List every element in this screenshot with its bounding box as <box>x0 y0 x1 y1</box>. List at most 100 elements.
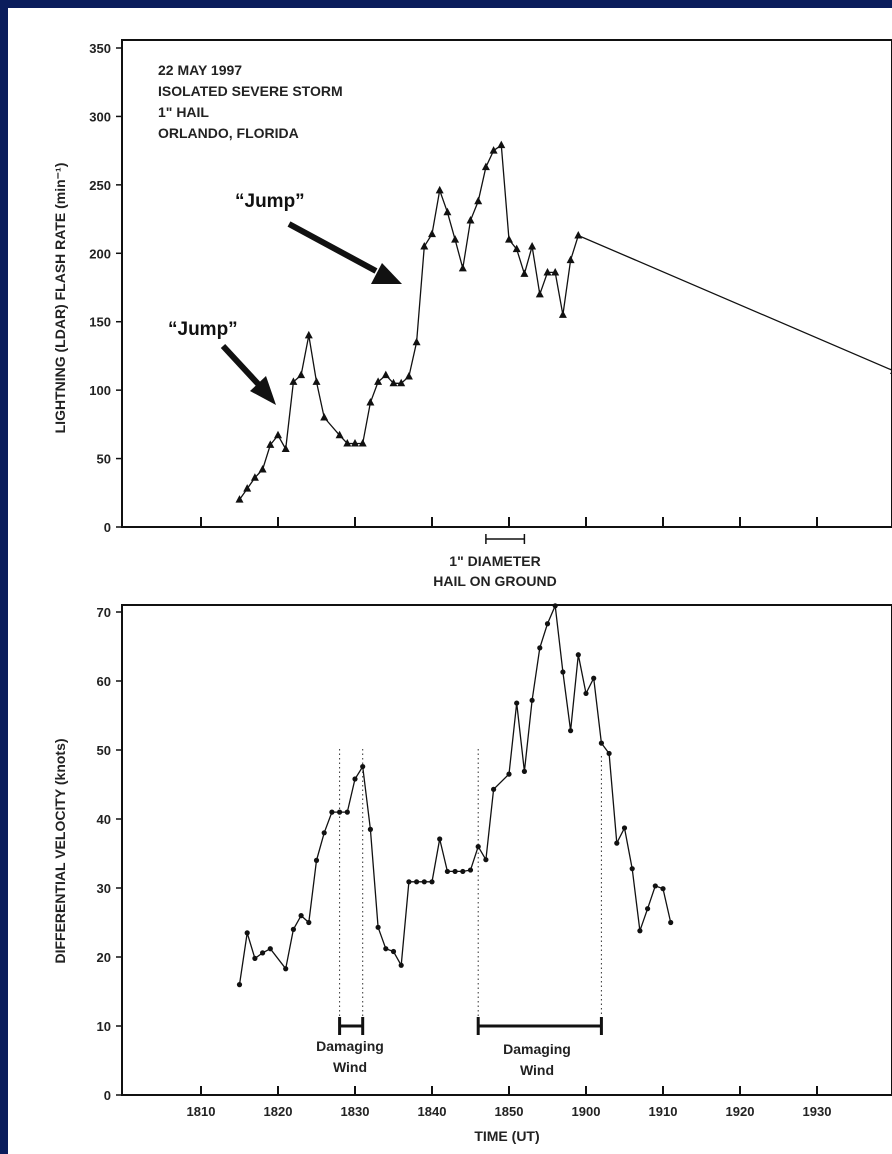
flash-rate-point <box>474 196 483 205</box>
flash-rate-x-ticks <box>200 517 818 527</box>
velocity-point <box>375 924 381 930</box>
velocity-point <box>236 982 243 988</box>
damaging-wind-label: Damaging Wind <box>503 1041 571 1078</box>
damaging-wind-markers <box>338 749 603 1035</box>
velocity-point <box>521 768 528 774</box>
velocity-point <box>529 697 535 703</box>
flash-rate-point <box>389 378 398 387</box>
x-tick-label: 1820 <box>264 1104 293 1119</box>
flash-rate-point <box>558 310 567 318</box>
damaging-wind-text: Wind <box>520 1062 554 1078</box>
flash-rate-point <box>566 255 575 264</box>
y-tick-label: 0 <box>104 520 111 535</box>
flash-rate-point <box>435 185 444 194</box>
velocity-point <box>360 763 366 770</box>
jump-arrow-head <box>371 263 402 284</box>
velocity-point <box>306 919 312 926</box>
velocity-point <box>668 919 674 926</box>
velocity-x-ticks: 1810 1820 1830 1840 1850 1900 1910 1920 1930 <box>187 1086 832 1119</box>
flash-rate-point <box>543 267 552 276</box>
jump-arrow <box>220 343 263 389</box>
velocity-point <box>429 879 435 885</box>
flash-rate-point <box>304 330 313 339</box>
flash-rate-point <box>358 439 367 447</box>
velocity-point <box>414 879 420 885</box>
y-tick-label: 50 <box>97 743 111 758</box>
flash-rate-point <box>404 371 413 380</box>
velocity-point <box>629 866 635 872</box>
velocity-point <box>544 621 551 627</box>
y-tick-label: 20 <box>97 950 111 965</box>
velocity-point <box>591 675 597 681</box>
hail-label-line: 1" DIAMETER <box>449 553 540 569</box>
flash-rate-point <box>335 430 344 439</box>
jump-label: “Jump” <box>168 319 238 340</box>
y-tick-label: 70 <box>97 605 111 620</box>
hail-interval-marker <box>485 534 526 544</box>
velocity-point <box>283 966 289 972</box>
x-tick-label: 1830 <box>341 1104 370 1119</box>
flash-rate-point <box>458 263 467 272</box>
jump-arrow-head <box>250 376 276 405</box>
flash-rate-chart: 0 50 100 150 200 250 300 350 22 MAY 1997 ISOLAT… <box>52 39 892 589</box>
velocity-point <box>614 840 620 846</box>
velocity-point <box>260 950 266 956</box>
flash-rate-point <box>343 439 352 447</box>
flash-rate-point <box>420 241 429 250</box>
velocity-point <box>645 906 651 912</box>
jump-annotation: “Jump” <box>168 319 276 405</box>
flash-rate-point <box>528 241 537 250</box>
velocity-point <box>298 913 304 919</box>
x-tick-label: 1810 <box>187 1104 216 1119</box>
velocity-point <box>660 886 666 892</box>
velocity-point <box>290 926 296 933</box>
flash-rate-point <box>351 439 359 447</box>
flash-rate-point <box>281 444 290 452</box>
flash-rate-point <box>466 215 475 224</box>
flash-rate-y-ticks: 0 50 100 150 200 250 300 350 <box>89 41 122 535</box>
flash-rate-y-axis-label: LIGHTNING (LDAR) FLASH RATE (min⁻¹) <box>52 163 68 434</box>
flash-rate-point <box>297 370 306 379</box>
velocity-point <box>637 928 643 934</box>
x-tick-label: 1850 <box>495 1104 524 1119</box>
x-tick-label: 1920 <box>726 1104 755 1119</box>
velocity-point <box>552 603 558 609</box>
velocity-point <box>437 836 443 842</box>
velocity-point <box>421 879 427 885</box>
figure-panel: 0 50 100 150 200 250 300 350 22 MAY 1997 ISOLAT… <box>8 8 892 1154</box>
jump-annotation: “Jump” <box>235 191 402 284</box>
velocity-point <box>352 776 358 782</box>
x-tick-label: 1840 <box>418 1104 447 1119</box>
velocity-point <box>252 955 258 961</box>
y-tick-label: 30 <box>97 881 111 896</box>
y-tick-label: 150 <box>89 315 111 330</box>
annotation-line: 1" HAIL <box>158 104 209 120</box>
velocity-series <box>236 603 674 988</box>
flash-rate-point <box>551 267 560 276</box>
velocity-point <box>383 946 389 952</box>
velocity-point <box>621 825 628 831</box>
y-tick-label: 300 <box>89 109 111 124</box>
velocity-point <box>583 690 589 697</box>
velocity-point <box>460 868 466 875</box>
damaging-wind-text: Damaging <box>503 1041 571 1057</box>
velocity-point <box>506 771 512 777</box>
storm-annotation: 22 MAY 1997 ISOLATED SEVERE STORM 1" HAI… <box>158 62 343 141</box>
velocity-point <box>483 857 489 863</box>
velocity-point <box>537 645 543 651</box>
flash-rate-point <box>489 146 498 154</box>
flash-rate-point <box>397 378 406 387</box>
x-tick-label: 1930 <box>803 1104 832 1119</box>
y-tick-label: 0 <box>104 1088 111 1103</box>
y-tick-label: 100 <box>89 383 111 398</box>
velocity-point <box>406 879 412 885</box>
flash-rate-point <box>481 162 490 171</box>
flash-rate-point <box>250 473 259 481</box>
hail-label-line: HAIL ON GROUND <box>433 573 556 589</box>
velocity-point <box>475 844 481 850</box>
flash-rate-series <box>235 140 892 503</box>
flash-rate-point <box>381 370 390 379</box>
velocity-point <box>491 786 497 792</box>
velocity-point <box>467 867 474 873</box>
